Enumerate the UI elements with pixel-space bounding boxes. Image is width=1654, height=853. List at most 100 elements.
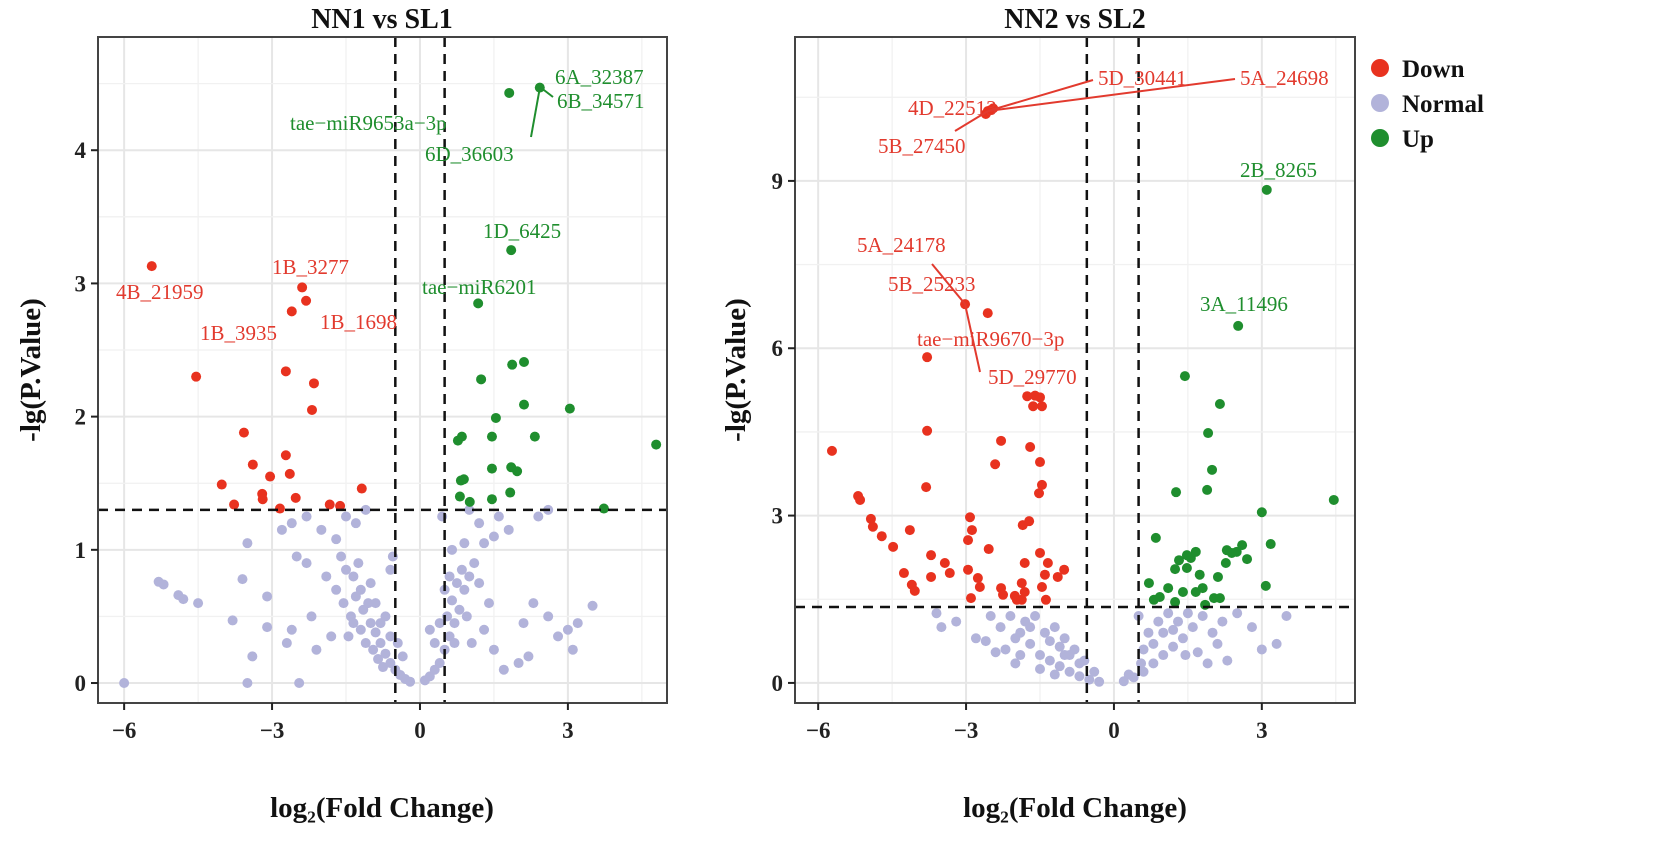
data-point-up: [454, 491, 465, 502]
data-point-up: [1237, 540, 1248, 551]
data-point-down: [963, 535, 974, 546]
data-point-normal: [1138, 666, 1149, 677]
y-tick-label: 3: [772, 504, 784, 529]
data-point-normal: [990, 647, 1001, 658]
data-point-normal: [377, 662, 388, 673]
data-point-normal: [385, 564, 396, 575]
data-point-down: [216, 479, 227, 490]
data-point-up: [1233, 320, 1244, 331]
point-annotation: 1B_3277: [272, 255, 349, 279]
data-point-normal: [370, 598, 381, 609]
data-point-up: [504, 87, 515, 98]
chart-title: NN2 vs SL2: [1004, 4, 1146, 35]
data-point-up: [1207, 464, 1218, 475]
data-point-normal: [1158, 650, 1169, 661]
data-point-down: [888, 541, 899, 552]
point-annotation: 1B_3935: [200, 321, 277, 345]
data-point-normal: [360, 504, 371, 515]
data-point-normal: [1281, 610, 1292, 621]
data-point-up: [1220, 557, 1231, 568]
data-point-normal: [513, 658, 524, 669]
data-point-normal: [1187, 622, 1198, 633]
data-point-down: [922, 425, 933, 436]
data-point-normal: [434, 618, 445, 629]
data-point-down: [966, 525, 977, 536]
legend-label-down: Down: [1402, 56, 1465, 83]
data-point-down: [876, 531, 887, 542]
data-point-down: [297, 282, 308, 293]
data-point-normal: [461, 611, 472, 622]
plot-border: [794, 36, 1356, 704]
data-point-normal: [1180, 650, 1191, 661]
point-annotation: 6B_34571: [557, 89, 645, 113]
data-point-normal: [429, 638, 440, 649]
chart-title: NN1 vs SL1: [311, 4, 453, 35]
data-point-normal: [459, 584, 470, 595]
data-point-down: [963, 564, 974, 575]
point-annotation: 5A_24698: [1240, 66, 1329, 90]
data-point-normal: [341, 511, 352, 522]
data-point-normal: [523, 651, 534, 662]
data-point-down: [301, 295, 312, 306]
data-point-up: [651, 439, 662, 450]
data-point-normal: [985, 610, 996, 621]
data-point-up: [1261, 184, 1272, 195]
data-point-down: [983, 544, 994, 555]
data-point-up: [1212, 571, 1223, 582]
x-tick-label: −3: [260, 718, 285, 743]
plot-background: [98, 37, 667, 703]
data-point-normal: [493, 511, 504, 522]
data-point-normal: [1143, 627, 1154, 638]
data-point-down: [1036, 581, 1047, 592]
data-point-normal: [1059, 650, 1070, 661]
data-point-down: [972, 573, 983, 584]
data-point-normal: [348, 571, 359, 582]
data-point-down: [1036, 479, 1047, 490]
data-point-normal: [1173, 616, 1184, 627]
data-point-normal: [1212, 638, 1223, 649]
data-point-normal: [474, 518, 485, 529]
data-point-normal: [360, 638, 371, 649]
data-point-normal: [242, 678, 253, 689]
data-point-normal: [543, 611, 554, 622]
panel-nn2-vs-sl2: NN2 vs SL2 log₂(Fold Change) -lg(P.Value…: [720, 4, 1356, 824]
data-point-up: [1260, 580, 1271, 591]
point-annotation: 5B_25233: [888, 272, 976, 296]
data-point-normal: [456, 564, 467, 575]
data-point-normal: [1005, 610, 1016, 621]
data-point-down: [146, 261, 157, 272]
data-point-normal: [385, 631, 396, 642]
data-point-normal: [1064, 666, 1075, 677]
data-point-normal: [343, 631, 354, 642]
data-point-normal: [1168, 641, 1179, 652]
legend-label-up: Up: [1402, 126, 1434, 153]
data-point-normal: [449, 638, 460, 649]
data-point-normal: [242, 538, 253, 549]
data-point-down: [247, 459, 258, 470]
data-point-up: [529, 431, 540, 442]
data-point-down: [1016, 578, 1027, 589]
data-point-normal: [1015, 650, 1026, 661]
data-point-up: [1231, 546, 1242, 557]
x-tick-label: 3: [562, 718, 574, 743]
data-point-normal: [355, 584, 366, 595]
legend-label-normal: Normal: [1402, 91, 1484, 118]
plot-area: 5D_30441 5A_24698 4D_22513 5B_27450 5A_24178…: [794, 36, 1356, 704]
data-point-up: [1154, 592, 1165, 603]
data-point-normal: [178, 594, 189, 605]
data-point-normal: [1030, 610, 1041, 621]
x-tick-label: 0: [1108, 718, 1120, 743]
data-point-normal: [1123, 669, 1134, 680]
annotation-leader-line: [964, 303, 981, 373]
data-point-down: [855, 494, 866, 505]
data-point-normal: [1010, 633, 1021, 644]
point-annotation: 3A_11496: [1200, 292, 1288, 316]
data-point-normal: [449, 618, 460, 629]
annotation-leader-line: [539, 86, 554, 98]
data-point-down: [965, 593, 976, 604]
data-point-normal: [454, 604, 465, 615]
data-point-up: [564, 403, 575, 414]
y-axis-title: -lg(P.Value): [15, 298, 47, 442]
data-point-normal: [479, 538, 490, 549]
data-point-down: [990, 459, 1001, 470]
